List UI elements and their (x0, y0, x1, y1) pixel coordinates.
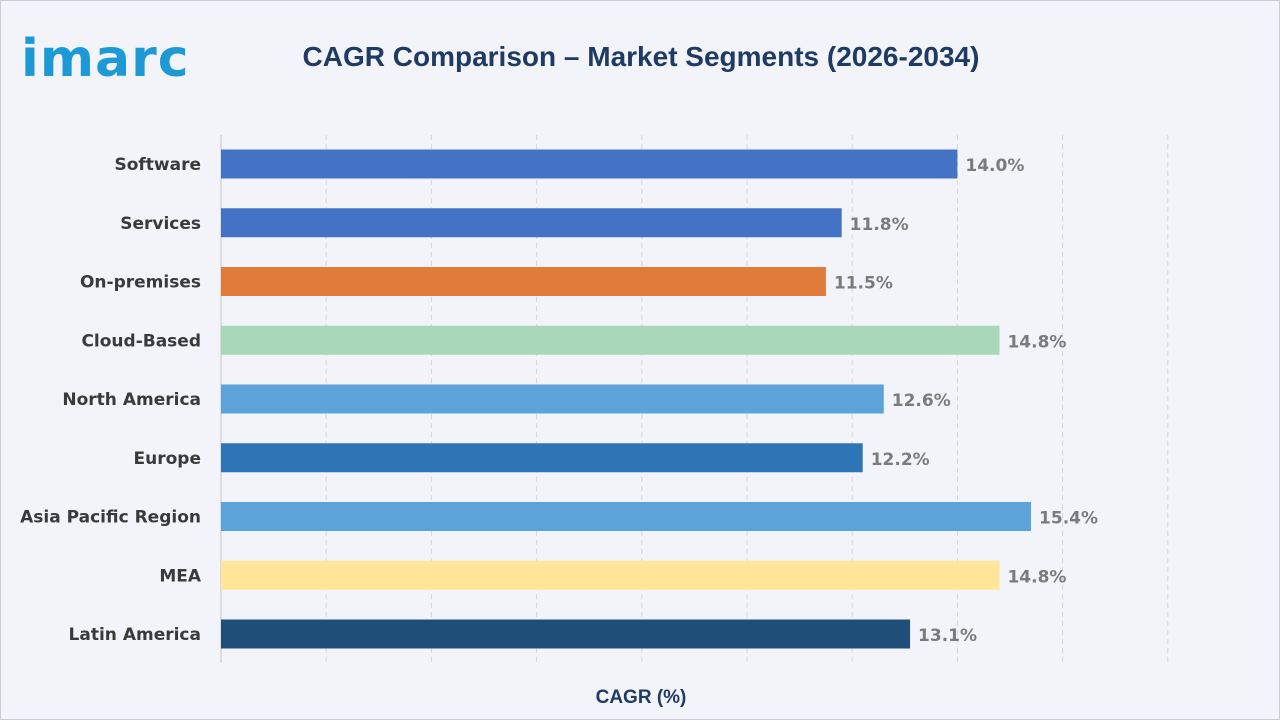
data-label: 12.6% (892, 391, 951, 411)
value-labels: 14.0% 11.8% 11.5% 14.8% 12.6% 12.2% 15.4% 14.8%… (834, 156, 1098, 646)
data-label: 12.2% (871, 450, 930, 470)
data-label: 13.1% (918, 626, 977, 646)
category-label: North America (62, 390, 201, 410)
bar (221, 560, 1000, 590)
bar (221, 619, 911, 649)
category-label: On-premises (80, 273, 201, 293)
data-label: 11.8% (850, 215, 909, 235)
bar (221, 325, 1000, 355)
chart-title: CAGR Comparison – Market Segments (2026-… (302, 41, 980, 72)
category-label: Software (114, 155, 201, 175)
bar (221, 443, 863, 473)
x-axis-label: CAGR (%) (595, 687, 687, 708)
data-label: 11.5% (834, 274, 893, 294)
category-label: MEA (159, 566, 202, 586)
bar (221, 208, 842, 238)
data-label: 14.8% (1007, 332, 1066, 352)
bars (221, 149, 1032, 649)
bar (221, 149, 958, 179)
data-label: 14.0% (965, 156, 1024, 176)
data-label: 15.4% (1039, 509, 1098, 529)
bar (221, 384, 884, 414)
category-label: Latin America (69, 625, 201, 645)
category-label: Cloud-Based (81, 331, 201, 351)
category-label: Europe (134, 449, 201, 469)
category-label: Asia Pacific Region (20, 508, 201, 528)
category-label: Services (120, 214, 201, 234)
bar (221, 502, 1032, 531)
data-label: 14.8% (1007, 567, 1066, 587)
imarc-logo: imarc (21, 29, 190, 89)
category-labels: Software Services On-premises Cloud-Based No… (20, 155, 202, 645)
bar (221, 267, 826, 296)
